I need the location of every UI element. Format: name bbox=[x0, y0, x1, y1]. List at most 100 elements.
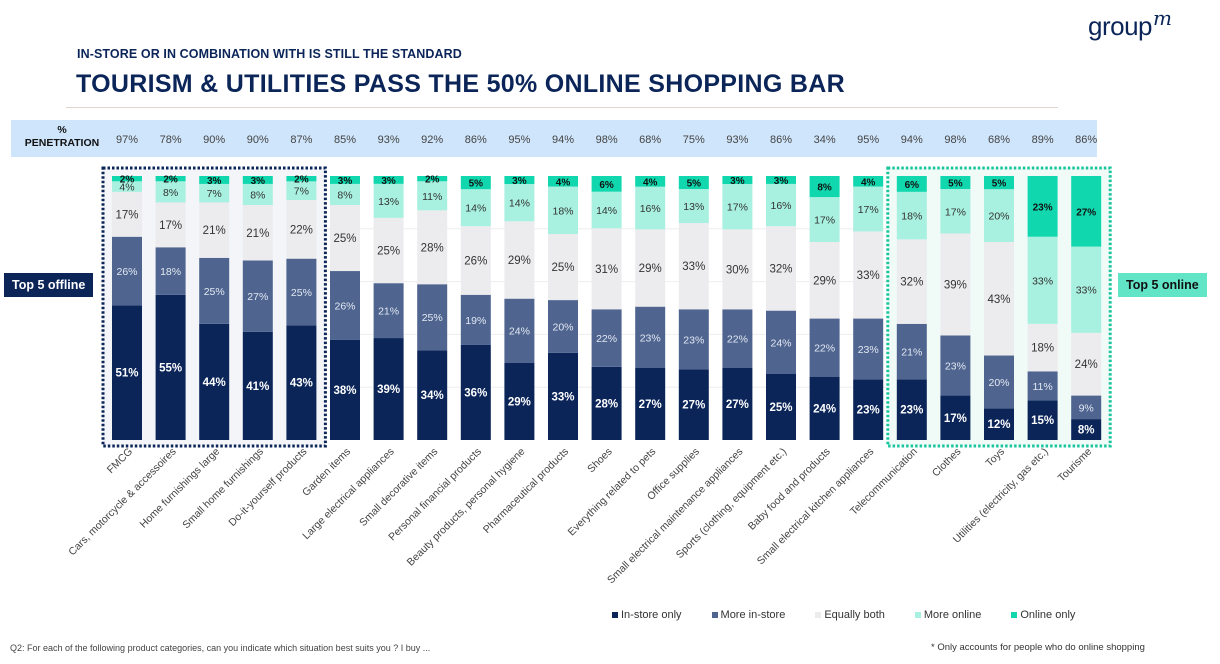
bar-segment-in-store-only bbox=[940, 395, 971, 440]
bar-label-more-online: 13% bbox=[378, 196, 399, 208]
penetration-value: 68% bbox=[639, 134, 662, 146]
bar-segment-in-store-only bbox=[155, 294, 186, 440]
bar-segment-more-online bbox=[984, 189, 1014, 242]
bar-label-equally-both: 32% bbox=[769, 263, 792, 275]
bar-segment-more-online bbox=[722, 184, 753, 230]
bar-label-online-only: 2% bbox=[425, 175, 440, 186]
penetration-value: 94% bbox=[551, 134, 575, 146]
bar-segment-more-in-store bbox=[199, 257, 230, 324]
bar-segment-in-store-only bbox=[242, 331, 273, 440]
bar-label-online-only: 2% bbox=[120, 175, 135, 186]
bar-segment-equally-both bbox=[635, 229, 666, 307]
bar-label-more-online: 18% bbox=[901, 211, 922, 223]
bar-segment-equally-both bbox=[242, 205, 273, 261]
bar-label-in-store-only: 43% bbox=[290, 378, 313, 390]
bar-segment-online-only bbox=[504, 176, 535, 184]
bar-segment-equally-both bbox=[1027, 323, 1058, 372]
bar-label-more-online: 20% bbox=[988, 211, 1009, 223]
bar-segment-more-online bbox=[242, 183, 273, 206]
bar-label-in-store-only: 15% bbox=[1031, 415, 1054, 427]
penetration-label: % PENETRATION bbox=[14, 124, 110, 150]
bar-segment-online-only bbox=[199, 176, 230, 184]
bar-label-online-only: 6% bbox=[905, 180, 920, 191]
bar-segment-in-store-only bbox=[504, 362, 535, 440]
bar-segment-more-in-store bbox=[896, 323, 927, 380]
bar-label-in-store-only: 36% bbox=[464, 387, 487, 399]
bar-segment-online-only bbox=[591, 176, 622, 192]
bar-segment-more-in-store bbox=[1071, 395, 1102, 420]
bar-segment-online-only bbox=[1071, 176, 1102, 247]
bar-label-equally-both: 33% bbox=[857, 270, 880, 282]
bar-segment-more-online bbox=[417, 181, 448, 211]
bar-label-more-online: 16% bbox=[770, 200, 791, 212]
bar-label-in-store-only: 33% bbox=[551, 391, 574, 403]
bar-label-more-online: 8% bbox=[337, 189, 352, 201]
bar-label-more-in-store: 22% bbox=[814, 343, 835, 355]
bar-segment-in-store-only bbox=[766, 374, 796, 440]
bar-label-in-store-only: 34% bbox=[421, 390, 444, 402]
title-divider bbox=[66, 107, 1058, 108]
penetration-value: 98% bbox=[595, 134, 618, 146]
bar-label-equally-both: 29% bbox=[639, 263, 662, 275]
bar-segment-in-store-only bbox=[678, 369, 709, 440]
bar-label-more-online: 7% bbox=[294, 186, 309, 198]
bar-segment-online-only bbox=[766, 176, 796, 184]
bar-segment-online-only bbox=[940, 176, 971, 190]
bar-label-more-in-store: 22% bbox=[727, 334, 748, 346]
penetration-value: 85% bbox=[333, 134, 357, 146]
penetration-value: 86% bbox=[769, 134, 793, 146]
bar-label-in-store-only: 38% bbox=[333, 385, 356, 397]
bar-label-equally-both: 22% bbox=[290, 224, 313, 236]
bar-segment-equally-both bbox=[504, 221, 535, 299]
bar-segment-more-in-store bbox=[504, 298, 535, 363]
bar-label-more-online: 17% bbox=[727, 202, 748, 214]
bar-label-more-in-store: 26% bbox=[334, 300, 355, 312]
bar-segment-online-only bbox=[460, 176, 491, 190]
penetration-band bbox=[11, 120, 1097, 157]
penetration-value: 95% bbox=[508, 134, 531, 146]
bar-segment-more-in-store bbox=[809, 318, 840, 377]
groupm-logo: groupm bbox=[1088, 6, 1172, 42]
legend-label: More in-store bbox=[720, 609, 786, 621]
bar-segment-in-store-only bbox=[286, 325, 317, 440]
legend-swatch bbox=[612, 612, 618, 618]
bar-segment-more-online bbox=[199, 183, 230, 203]
bar-label-more-in-store: 23% bbox=[640, 332, 661, 344]
bar-label-more-in-store: 23% bbox=[683, 334, 704, 346]
bar-label-online-only: 8% bbox=[817, 183, 832, 194]
bar-label-equally-both: 25% bbox=[377, 245, 400, 257]
bar-label-equally-both: 25% bbox=[551, 262, 574, 274]
bar-label-in-store-only: 41% bbox=[246, 381, 269, 393]
bar-segment-in-store-only bbox=[112, 305, 142, 440]
bar-segment-more-in-store bbox=[984, 355, 1014, 409]
bar-segment-online-only bbox=[678, 176, 709, 190]
bar-label-more-online: 18% bbox=[552, 205, 573, 217]
bar-segment-equally-both bbox=[678, 223, 709, 310]
bar-segment-more-online bbox=[766, 183, 796, 227]
page-title: TOURISM & UTILITIES PASS THE 50% ONLINE … bbox=[76, 70, 845, 98]
bar-label-more-in-store: 21% bbox=[901, 347, 922, 359]
bar-label-more-online: 14% bbox=[509, 198, 530, 210]
penetration-label-percent: % bbox=[57, 124, 67, 136]
logo-text: group bbox=[1088, 11, 1153, 41]
bar-segment-more-in-store bbox=[722, 309, 753, 368]
bar-label-more-in-store: 26% bbox=[116, 266, 137, 278]
bar-label-equally-both: 33% bbox=[682, 261, 705, 273]
category-label: Utilities (electricity, gas etc.) bbox=[951, 446, 1051, 546]
top5-online-badge: Top 5 online bbox=[1118, 273, 1207, 297]
bar-label-more-in-store: 23% bbox=[945, 361, 966, 373]
bar-label-in-store-only: 24% bbox=[813, 403, 836, 415]
category-label: Small home furnishings bbox=[180, 446, 266, 532]
bar-segment-more-online bbox=[548, 186, 578, 235]
bar-segment-equally-both bbox=[984, 242, 1014, 356]
bar-segment-equally-both bbox=[766, 226, 796, 311]
bar-label-equally-both: 43% bbox=[987, 294, 1010, 306]
bar-segment-more-online bbox=[1027, 236, 1058, 324]
bar-label-equally-both: 30% bbox=[726, 264, 749, 276]
bar-label-more-in-store: 19% bbox=[465, 315, 486, 327]
legend-item-more-online: More online bbox=[914, 609, 981, 621]
bar-segment-more-online bbox=[940, 189, 971, 234]
bar-label-online-only: 5% bbox=[469, 179, 484, 190]
bar-segment-more-online bbox=[678, 189, 709, 224]
